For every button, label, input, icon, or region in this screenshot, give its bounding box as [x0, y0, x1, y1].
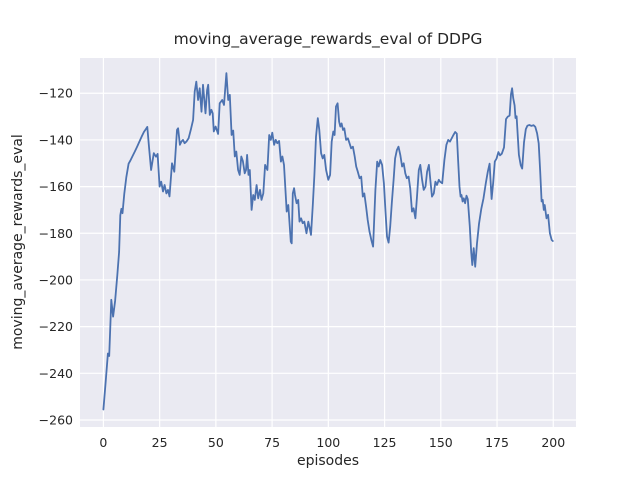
series-group — [102, 72, 554, 411]
x-tick-label: 25 — [152, 435, 168, 450]
x-tick-label: 75 — [264, 435, 280, 450]
reward-line — [102, 72, 554, 411]
x-axis-label: episodes — [297, 453, 359, 469]
x-tick-label: 100 — [316, 435, 340, 450]
x-tick-label: 0 — [99, 435, 107, 450]
y-tick-label: −140 — [39, 132, 73, 147]
y-tick-label: −220 — [39, 319, 73, 334]
y-tick-label: −180 — [39, 226, 73, 241]
x-gridlines — [102, 58, 554, 427]
plot-title: moving_average_rewards_eval of DDPG — [174, 30, 483, 49]
y-tick-label: −200 — [39, 272, 73, 287]
y-tick-label: −160 — [39, 179, 73, 194]
x-tick-label: 125 — [373, 435, 397, 450]
y-tick-label: −260 — [39, 412, 73, 427]
y-tick-labels: −120 −140 −160 −180 −200 −220 −240 −260 — [39, 86, 73, 428]
x-tick-labels: 0 25 50 75 100 125 150 175 200 — [99, 435, 565, 450]
y-axis-label: moving_average_rewards_eval — [10, 134, 26, 350]
x-tick-label: 150 — [429, 435, 453, 450]
x-tick-label: 200 — [541, 435, 565, 450]
x-tick-label: 50 — [208, 435, 224, 450]
x-tick-label: 175 — [485, 435, 509, 450]
y-tick-label: −240 — [39, 366, 73, 381]
y-tick-label: −120 — [39, 86, 73, 101]
